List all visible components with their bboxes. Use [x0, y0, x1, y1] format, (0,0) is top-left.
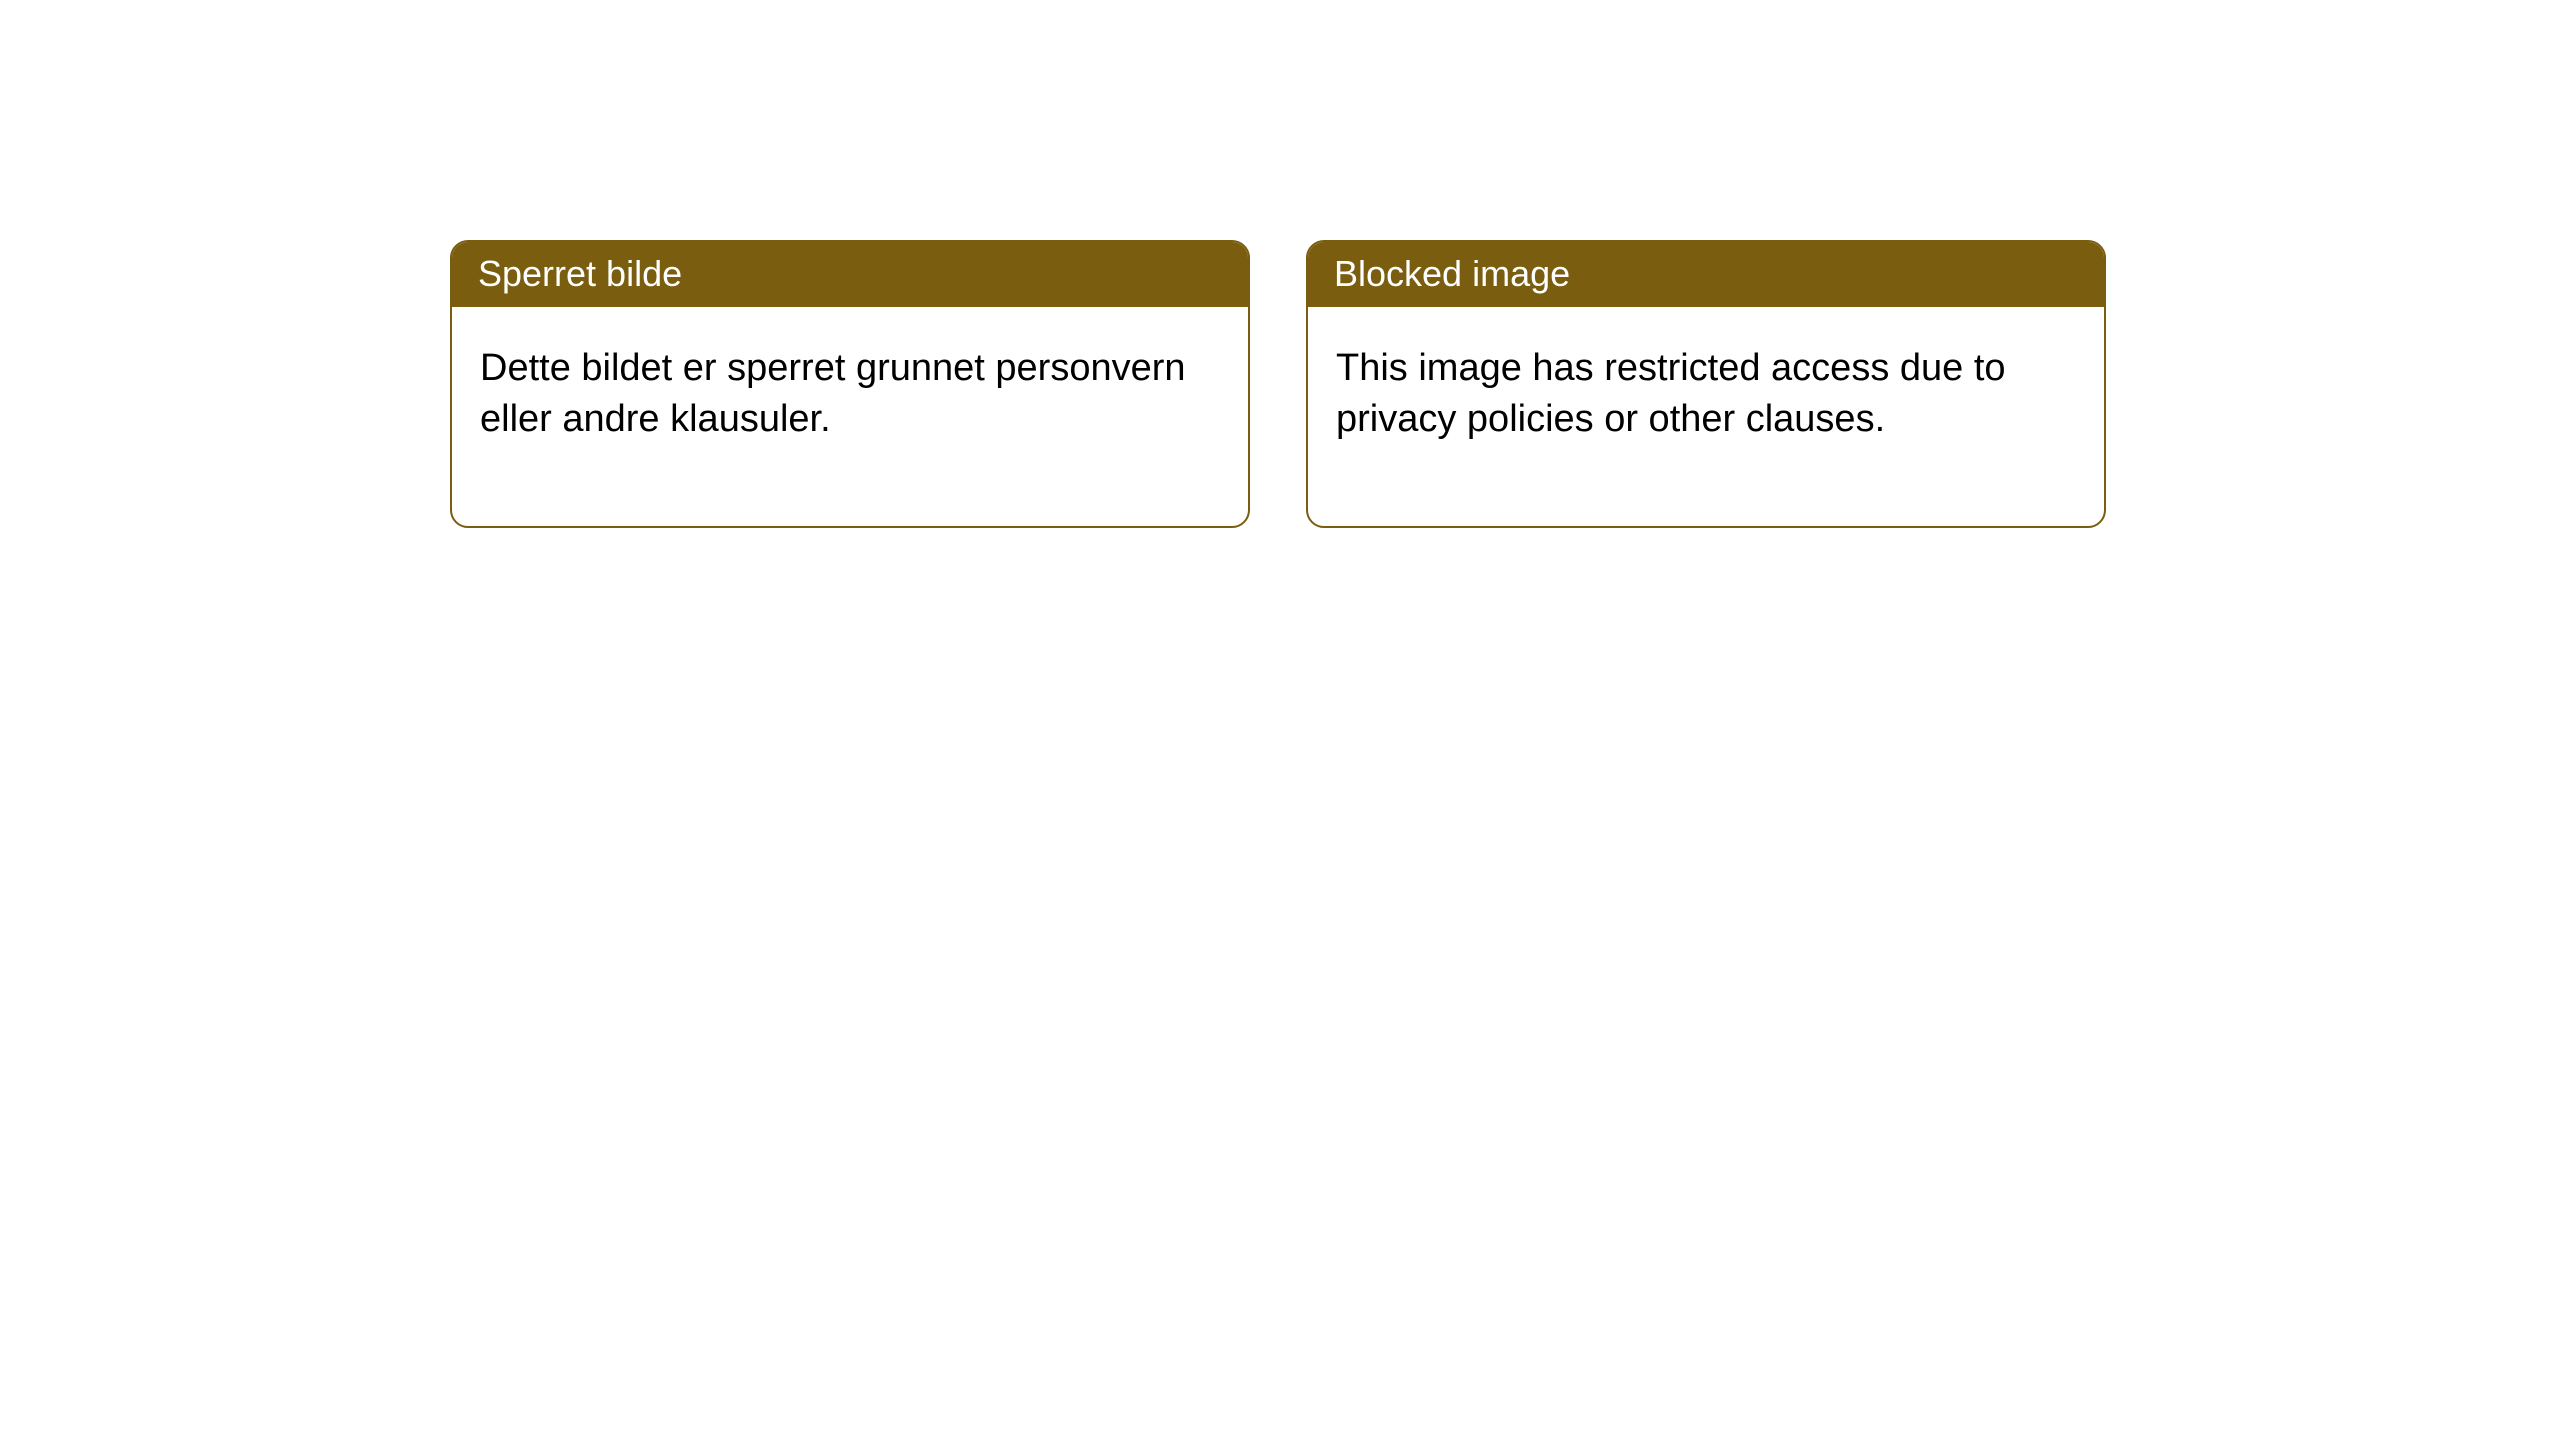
- notice-container: Sperret bilde Dette bildet er sperret gr…: [0, 0, 2560, 528]
- notice-header: Sperret bilde: [452, 242, 1248, 307]
- notice-header: Blocked image: [1308, 242, 2104, 307]
- notice-card-norwegian: Sperret bilde Dette bildet er sperret gr…: [450, 240, 1250, 528]
- notice-card-english: Blocked image This image has restricted …: [1306, 240, 2106, 528]
- notice-body: Dette bildet er sperret grunnet personve…: [452, 307, 1248, 526]
- notice-body: This image has restricted access due to …: [1308, 307, 2104, 526]
